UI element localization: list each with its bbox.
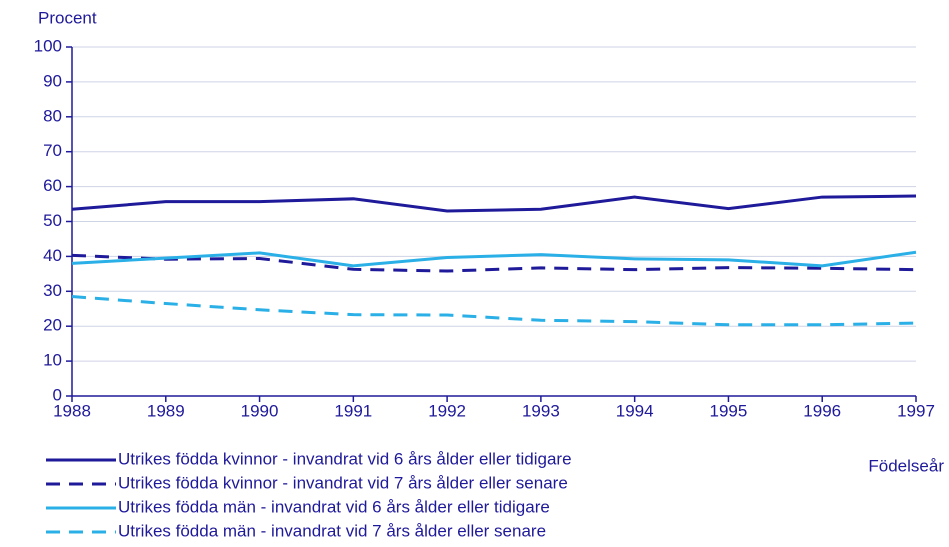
y-tick-label: 60 [43, 176, 62, 195]
legend-label: Utrikes födda män - invandrat vid 7 års … [118, 521, 546, 540]
x-tick-label: 1990 [241, 401, 279, 420]
y-tick-label: 40 [43, 246, 62, 265]
y-tick-label: 50 [43, 211, 62, 230]
x-tick-label: 1991 [334, 401, 372, 420]
x-tick-label: 1997 [897, 401, 935, 420]
x-tick-label: 1989 [147, 401, 185, 420]
data-line [71, 250, 917, 268]
x-tick-label: 1996 [803, 401, 841, 420]
data-line [71, 295, 917, 327]
y-tick-label: 10 [43, 351, 62, 370]
x-tick-label: 1992 [428, 401, 466, 420]
data-line [71, 253, 917, 273]
y-tick-label: 70 [43, 141, 62, 160]
y-tick-label: 20 [43, 316, 62, 335]
x-tick-label: 1988 [53, 401, 91, 420]
legend-label: Utrikes födda män - invandrat vid 6 års … [118, 497, 550, 516]
x-axis-label: Födelseår [868, 456, 944, 475]
y-tick-label: 100 [34, 36, 62, 55]
x-tick-label: 1993 [522, 401, 560, 420]
y-tick-label: 0 [53, 385, 62, 404]
y-tick-label: 90 [43, 71, 62, 90]
legend-label: Utrikes födda kvinnor - invandrat vid 7 … [118, 473, 568, 492]
y-tick-label: 80 [43, 106, 62, 125]
x-tick-label: 1994 [616, 401, 654, 420]
legend-label: Utrikes födda kvinnor - invandrat vid 6 … [118, 449, 572, 468]
x-tick-label: 1995 [710, 401, 748, 420]
y-axis-label: Procent [38, 8, 97, 27]
y-tick-label: 30 [43, 281, 62, 300]
data-line [71, 194, 917, 213]
